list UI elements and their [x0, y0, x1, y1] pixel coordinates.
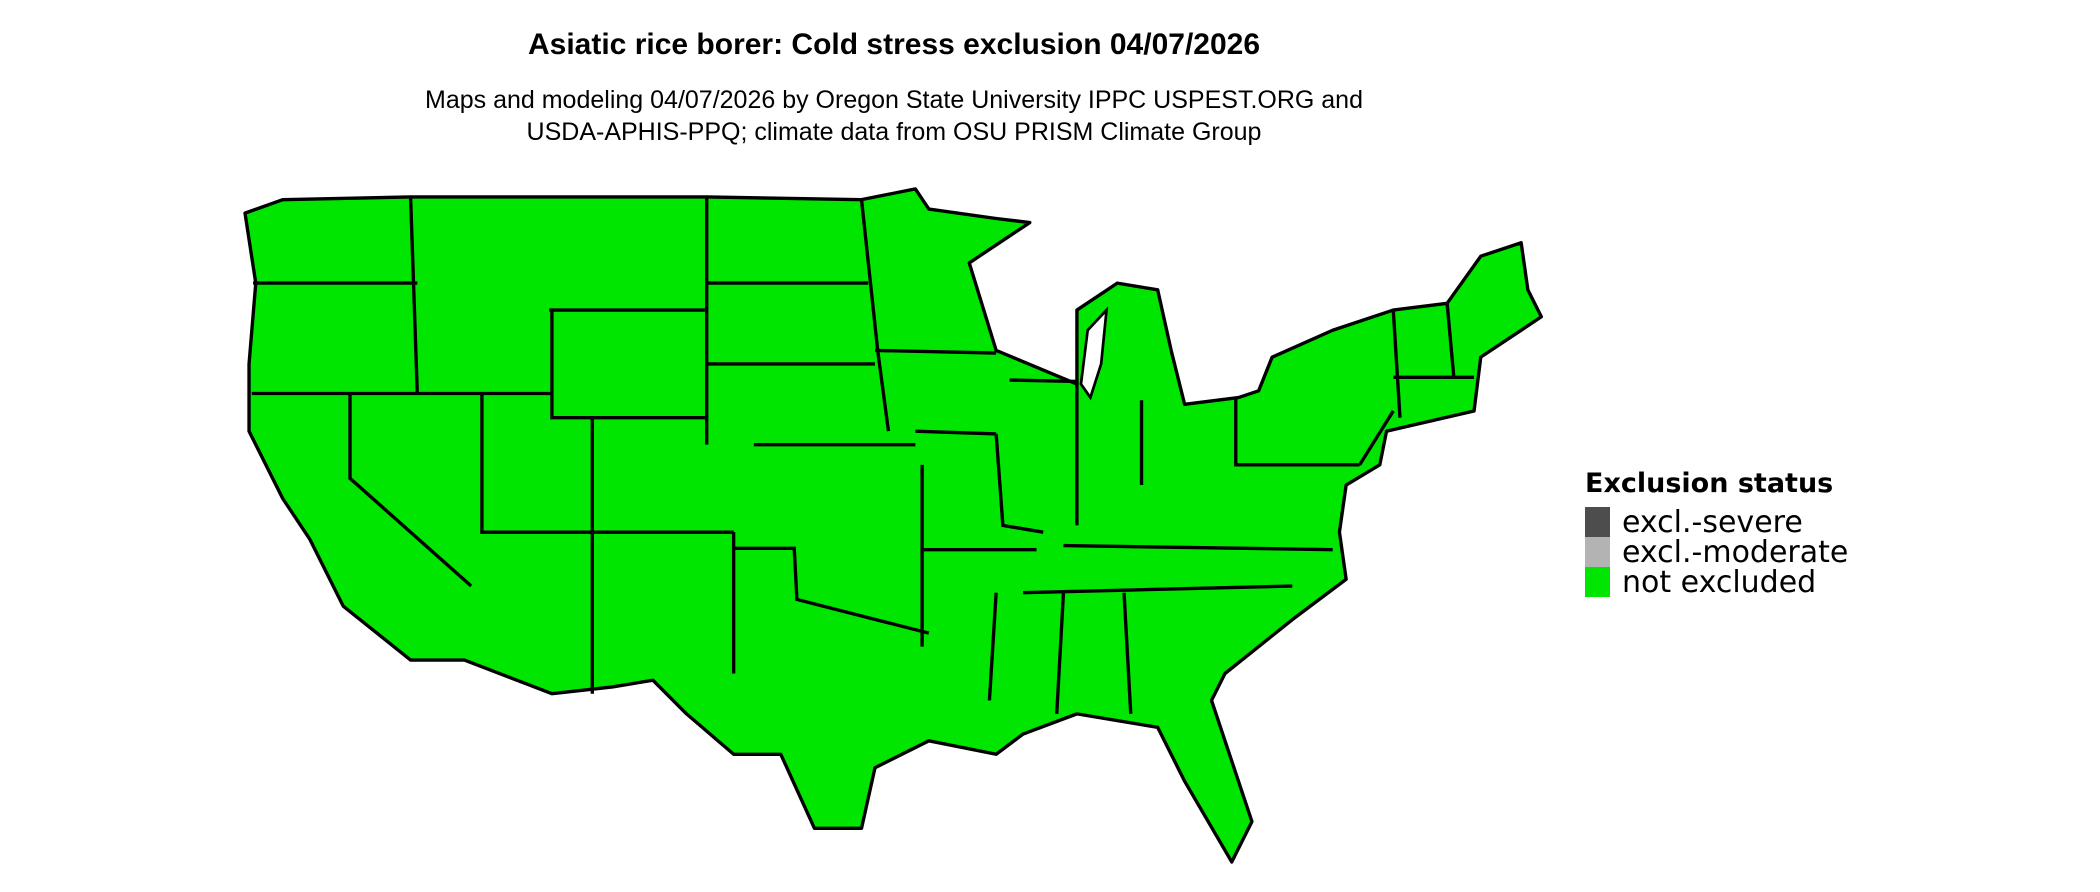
contiguous-us-landmass	[243, 187, 1544, 864]
legend-item-not-excluded: not excluded	[1585, 564, 1848, 600]
map-title: Asiatic rice borer: Cold stress exclusio…	[527, 28, 1261, 61]
legend-label: excl.-severe	[1622, 504, 1803, 540]
legend-item-severe: excl.-severe	[1585, 504, 1848, 540]
legend-swatch-severe	[1585, 507, 1610, 537]
map-subtitle-line1: Maps and modeling 04/07/2026 by Oregon S…	[425, 86, 1363, 114]
legend-swatch-moderate	[1585, 537, 1610, 567]
legend: Exclusion status excl.-severe excl.-mode…	[1585, 468, 1849, 600]
legend-item-moderate: excl.-moderate	[1585, 534, 1849, 570]
lake-michigan	[1079, 306, 1109, 401]
legend-label: excl.-moderate	[1622, 534, 1849, 570]
legend-label: not excluded	[1622, 564, 1817, 600]
map-subtitle-line2: USDA-APHIS-PPQ; climate data from OSU PR…	[526, 118, 1262, 146]
state-boundaries	[251, 196, 1475, 714]
legend-title: Exclusion status	[1585, 468, 1834, 499]
legend-swatch-not-excluded	[1585, 567, 1610, 597]
